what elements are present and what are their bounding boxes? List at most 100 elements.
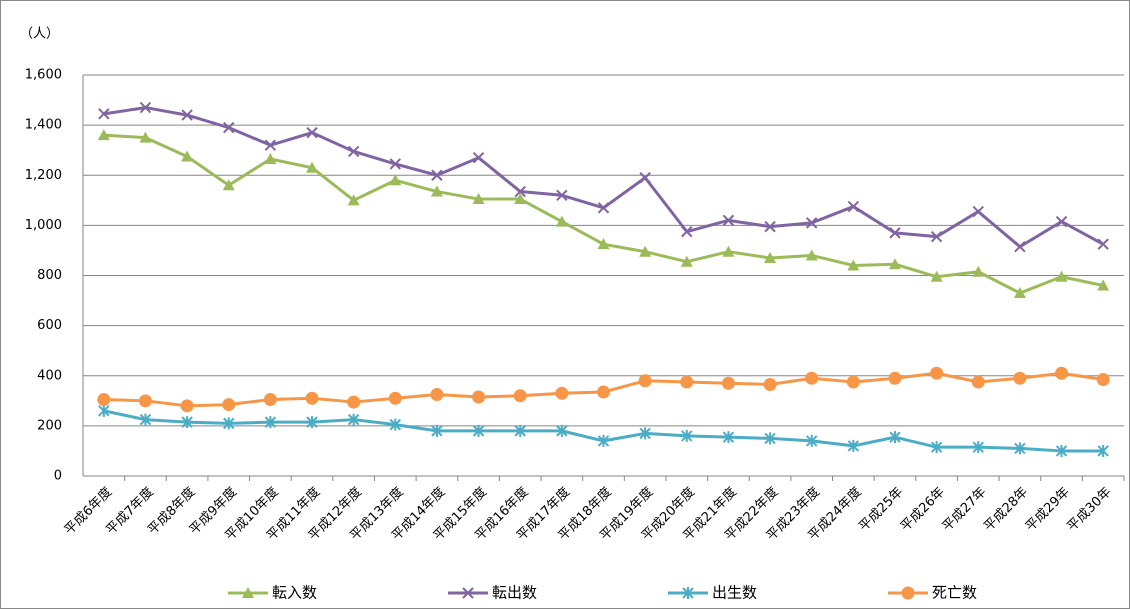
marker bbox=[430, 185, 443, 197]
marker bbox=[639, 427, 651, 440]
marker bbox=[472, 193, 485, 205]
marker bbox=[472, 424, 485, 437]
legend: 転入数 転出数 出生数 死亡数 bbox=[228, 584, 977, 602]
legend-label: 転入数 bbox=[272, 584, 317, 602]
marker bbox=[971, 375, 985, 389]
marker bbox=[347, 194, 360, 206]
marker bbox=[805, 217, 818, 229]
marker bbox=[972, 441, 984, 454]
marker bbox=[930, 366, 944, 380]
marker bbox=[97, 393, 111, 407]
marker bbox=[722, 245, 735, 257]
marker bbox=[139, 131, 152, 143]
marker bbox=[389, 418, 402, 431]
marker bbox=[472, 390, 486, 404]
marker bbox=[181, 109, 193, 121]
marker bbox=[181, 150, 194, 162]
marker bbox=[431, 424, 443, 437]
marker bbox=[431, 169, 443, 181]
marker bbox=[514, 424, 526, 437]
marker bbox=[1097, 279, 1110, 291]
y-tick-label: 1,200 bbox=[25, 168, 62, 183]
marker bbox=[639, 172, 651, 184]
marker bbox=[222, 398, 236, 412]
legend-label: 死亡数 bbox=[932, 584, 977, 602]
marker bbox=[514, 185, 526, 198]
marker bbox=[98, 108, 110, 120]
legend-label: 転出数 bbox=[492, 584, 537, 602]
marker bbox=[681, 225, 693, 238]
marker bbox=[1055, 444, 1068, 457]
marker bbox=[263, 393, 277, 407]
marker bbox=[680, 375, 694, 389]
marker bbox=[597, 238, 610, 250]
legend-marker bbox=[462, 587, 474, 599]
marker bbox=[1055, 215, 1068, 228]
marker bbox=[180, 399, 194, 413]
marker bbox=[223, 417, 235, 430]
marker bbox=[930, 441, 943, 454]
y-tick-label: 800 bbox=[37, 268, 62, 283]
marker bbox=[639, 245, 652, 257]
marker bbox=[597, 202, 610, 214]
y-tick-label: 200 bbox=[37, 418, 62, 433]
marker bbox=[1096, 373, 1110, 387]
legend-marker bbox=[682, 587, 694, 599]
y-tick-label: 600 bbox=[37, 318, 62, 333]
marker bbox=[264, 416, 277, 429]
marker bbox=[472, 151, 485, 164]
marker bbox=[138, 394, 152, 408]
marker bbox=[1055, 270, 1068, 282]
marker bbox=[680, 255, 693, 267]
marker bbox=[306, 161, 319, 173]
marker bbox=[722, 214, 735, 227]
marker bbox=[805, 249, 818, 261]
marker bbox=[972, 265, 985, 277]
marker bbox=[764, 432, 776, 445]
marker bbox=[223, 121, 235, 134]
marker bbox=[1097, 444, 1109, 457]
marker bbox=[846, 375, 860, 389]
marker bbox=[847, 439, 860, 452]
marker bbox=[347, 395, 361, 409]
marker bbox=[722, 431, 735, 444]
marker bbox=[805, 434, 818, 447]
marker bbox=[222, 179, 235, 191]
marker bbox=[181, 416, 193, 429]
marker bbox=[638, 374, 652, 388]
marker bbox=[389, 158, 402, 170]
legend-label: 出生数 bbox=[712, 584, 757, 602]
marker bbox=[98, 404, 110, 417]
marker bbox=[389, 174, 402, 186]
y-tick-label: 400 bbox=[37, 368, 62, 383]
marker bbox=[513, 389, 527, 403]
marker bbox=[555, 386, 569, 400]
marker bbox=[597, 434, 610, 447]
marker bbox=[889, 431, 901, 444]
y-tick-label: 1,600 bbox=[25, 68, 62, 83]
marker bbox=[930, 270, 943, 282]
marker bbox=[264, 152, 277, 164]
marker bbox=[805, 371, 819, 385]
marker bbox=[847, 200, 860, 213]
marker bbox=[888, 258, 901, 270]
marker bbox=[306, 416, 318, 429]
y-tick-label: 1,400 bbox=[25, 118, 62, 133]
marker bbox=[555, 215, 568, 227]
marker bbox=[556, 189, 568, 202]
marker bbox=[556, 424, 568, 437]
marker bbox=[388, 391, 402, 405]
marker bbox=[721, 376, 735, 390]
y-axis-label: （人） bbox=[20, 27, 59, 42]
marker bbox=[681, 429, 693, 442]
marker bbox=[889, 227, 901, 239]
y-tick-label: 0 bbox=[54, 469, 62, 484]
y-tick-label: 1,000 bbox=[25, 218, 62, 233]
marker bbox=[1013, 287, 1026, 299]
marker bbox=[139, 101, 152, 114]
marker bbox=[347, 413, 360, 426]
marker bbox=[97, 129, 110, 141]
marker bbox=[264, 139, 277, 151]
